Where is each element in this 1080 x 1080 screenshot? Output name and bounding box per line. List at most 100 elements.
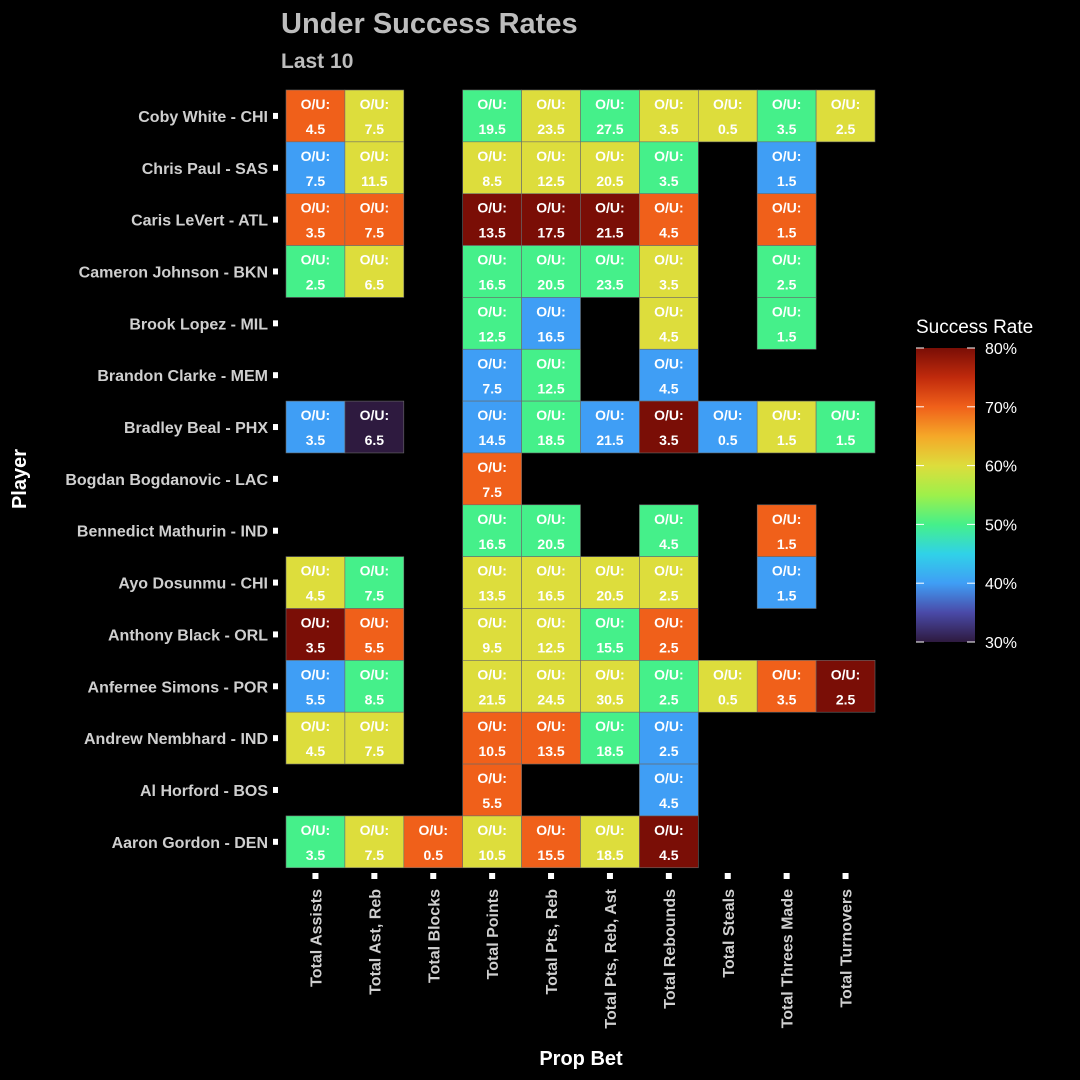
y-tick-label-coby-white-chi: Coby White - CHI bbox=[138, 109, 268, 126]
cell-prefix-label: O/U: bbox=[301, 407, 331, 423]
y-tick-mark bbox=[273, 786, 278, 793]
cell-line-value: 5.5 bbox=[365, 640, 385, 656]
cell-line-value: 12.5 bbox=[537, 380, 564, 396]
heatmap-cell: O/U: 18.5 bbox=[580, 711, 640, 765]
cell-line-value: 4.5 bbox=[659, 328, 679, 344]
heatmap-cell: O/U: 2.5 bbox=[815, 660, 876, 713]
cell-prefix-label: O/U: bbox=[595, 615, 625, 631]
cell-prefix-label: O/U: bbox=[654, 563, 684, 579]
cell-fill bbox=[285, 193, 346, 246]
cell-line-value: 2.5 bbox=[836, 691, 856, 707]
cell-prefix-label: O/U: bbox=[831, 407, 861, 423]
cell-fill bbox=[815, 400, 876, 454]
cell-prefix-label: O/U: bbox=[595, 252, 625, 268]
cell-line-value: 18.5 bbox=[537, 432, 564, 448]
cell-prefix-label: O/U: bbox=[360, 200, 390, 216]
cell-prefix-label: O/U: bbox=[301, 666, 331, 682]
heatmap-cell: O/U: 7.5 bbox=[344, 556, 405, 609]
cell-line-value: 11.5 bbox=[361, 173, 388, 189]
cell-prefix-label: O/U: bbox=[477, 615, 507, 631]
cell-prefix-label: O/U: bbox=[595, 718, 625, 734]
legend-ticks: 30% 40% 50% 60% 70% 80% bbox=[916, 341, 1017, 652]
cell-fill bbox=[344, 660, 405, 713]
cell-fill bbox=[639, 89, 699, 143]
cell-line-value: 27.5 bbox=[596, 121, 623, 137]
x-tick-mark bbox=[489, 873, 496, 879]
heatmap-cell: O/U: 16.5 bbox=[462, 504, 522, 557]
x-tick-label-total-assists: Total Assists bbox=[308, 889, 325, 987]
heatmap-cell: O/U: 1.5 bbox=[756, 504, 817, 557]
cell-prefix-label: O/U: bbox=[301, 252, 331, 268]
cell-line-value: 3.5 bbox=[777, 121, 797, 137]
heatmap-cell: O/U: 3.5 bbox=[285, 815, 346, 869]
cell-prefix-label: O/U: bbox=[595, 200, 625, 216]
y-tick-label-anfernee-simons-por: Anfernee Simons - POR bbox=[88, 679, 269, 696]
heatmap-cell: O/U: 17.5 bbox=[521, 193, 581, 246]
y-tick-mark bbox=[273, 475, 278, 482]
cell-line-value: 4.5 bbox=[659, 536, 679, 552]
y-tick-mark bbox=[273, 579, 278, 586]
cell-prefix-label: O/U: bbox=[654, 407, 684, 423]
cell-line-value: 13.5 bbox=[479, 588, 506, 604]
cell-prefix-label: O/U: bbox=[360, 718, 390, 734]
x-tick-mark bbox=[783, 873, 790, 879]
cell-prefix-label: O/U: bbox=[831, 666, 861, 682]
cell-line-value: 21.5 bbox=[596, 432, 623, 448]
cell-line-value: 0.5 bbox=[718, 691, 738, 707]
heatmap-cell: O/U: 7.5 bbox=[344, 193, 405, 246]
legend-tick-label: 50% bbox=[985, 517, 1017, 534]
heatmap-cell: O/U: 12.5 bbox=[521, 141, 581, 195]
cell-fill bbox=[756, 193, 817, 246]
y-tick-mark bbox=[273, 735, 278, 742]
cell-line-value: 2.5 bbox=[306, 277, 326, 293]
heatmap-cell: O/U: 8.5 bbox=[344, 660, 405, 713]
cell-line-value: 15.5 bbox=[537, 847, 564, 863]
cell-fill bbox=[639, 141, 699, 195]
heatmap-cell: O/U: 0.5 bbox=[697, 400, 758, 454]
x-tick-label-total-points: Total Points bbox=[485, 889, 502, 979]
cell-prefix-label: O/U: bbox=[477, 407, 507, 423]
x-axis-ticks: Total Assists Total Ast, Reb Total Blocks T… bbox=[308, 873, 856, 1029]
cell-fill bbox=[756, 400, 817, 454]
cell-prefix-label: O/U: bbox=[477, 252, 507, 268]
cell-prefix-label: O/U: bbox=[536, 355, 566, 371]
cell-prefix-label: O/U: bbox=[595, 96, 625, 112]
y-tick-label-ayo-dosunmu-chi: Ayo Dosunmu - CHI bbox=[118, 576, 268, 593]
heatmap-cell: O/U: 21.5 bbox=[580, 400, 640, 454]
cell-fill bbox=[580, 89, 640, 143]
cell-fill bbox=[285, 815, 346, 869]
cell-line-value: 16.5 bbox=[479, 536, 506, 552]
y-tick-mark bbox=[273, 631, 278, 638]
cell-fill bbox=[521, 348, 581, 402]
cell-line-value: 7.5 bbox=[306, 173, 326, 189]
heatmap-cell: O/U: 7.5 bbox=[344, 815, 405, 869]
cell-line-value: 12.5 bbox=[537, 640, 564, 656]
cell-fill bbox=[344, 815, 405, 869]
cell-fill bbox=[639, 348, 699, 402]
legend-title: Success Rate bbox=[916, 317, 1033, 338]
heatmap-cell: O/U: 0.5 bbox=[697, 660, 758, 713]
cell-fill bbox=[462, 89, 522, 143]
cell-prefix-label: O/U: bbox=[477, 355, 507, 371]
cell-prefix-label: O/U: bbox=[654, 148, 684, 164]
x-tick-label-total-pts-reb-ast: Total Pts, Reb, Ast bbox=[603, 888, 620, 1028]
cell-line-value: 4.5 bbox=[306, 743, 326, 759]
cell-fill bbox=[462, 763, 522, 817]
cell-line-value: 7.5 bbox=[365, 225, 385, 241]
cell-prefix-label: O/U: bbox=[360, 615, 390, 631]
heatmap-cell: O/U: 27.5 bbox=[580, 89, 640, 143]
cell-prefix-label: O/U: bbox=[301, 563, 331, 579]
cell-line-value: 3.5 bbox=[659, 121, 679, 137]
cell-line-value: 0.5 bbox=[718, 121, 738, 137]
cell-prefix-label: O/U: bbox=[654, 511, 684, 527]
cell-line-value: 2.5 bbox=[659, 588, 679, 604]
cell-line-value: 18.5 bbox=[596, 743, 623, 759]
x-tick-mark bbox=[606, 873, 613, 879]
cell-fill bbox=[521, 245, 581, 298]
cell-fill bbox=[697, 89, 758, 143]
heatmap-cell: O/U: 1.5 bbox=[756, 556, 817, 609]
cell-fill bbox=[344, 245, 405, 298]
cell-prefix-label: O/U: bbox=[301, 148, 331, 164]
cell-line-value: 23.5 bbox=[537, 121, 564, 137]
cell-fill bbox=[521, 89, 581, 143]
